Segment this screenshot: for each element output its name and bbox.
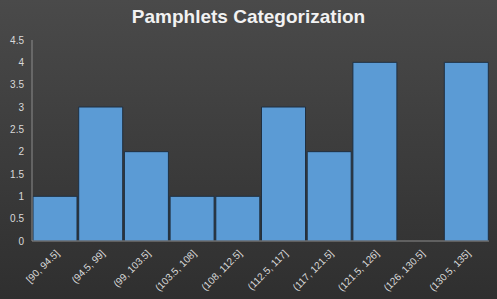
svg-text:(117, 121.5]: (117, 121.5] xyxy=(290,248,335,293)
svg-text:(121.5, 126]: (121.5, 126] xyxy=(336,248,382,294)
svg-text:0: 0 xyxy=(18,236,24,247)
svg-text:(130.5, 135]: (130.5, 135] xyxy=(427,248,473,294)
svg-text:(94.5, 99]: (94.5, 99] xyxy=(69,248,107,286)
svg-text:3: 3 xyxy=(18,102,24,113)
svg-text:2.5: 2.5 xyxy=(10,124,24,135)
svg-text:[90, 94.5]: [90, 94.5] xyxy=(24,248,61,285)
svg-text:2: 2 xyxy=(18,146,24,157)
svg-text:1: 1 xyxy=(18,191,24,202)
svg-text:(126, 130.5]: (126, 130.5] xyxy=(381,248,427,294)
html-text:Pamphlets Categorization: Pamphlets Categorization xyxy=(131,6,366,27)
svg-text:4: 4 xyxy=(18,57,24,68)
svg-text:4.5: 4.5 xyxy=(10,35,24,46)
svg-text:(99, 103.5]: (99, 103.5] xyxy=(111,247,153,289)
svg-text:3.5: 3.5 xyxy=(10,79,24,90)
svg-text:(103.5, 108]: (103.5, 108] xyxy=(153,248,199,294)
svg-text:(108, 112.5]: (108, 112.5] xyxy=(199,248,244,293)
svg-text:0.5: 0.5 xyxy=(10,213,24,224)
svg-text:1.5: 1.5 xyxy=(10,169,24,180)
svg-text:(112.5, 117]: (112.5, 117] xyxy=(245,248,290,293)
